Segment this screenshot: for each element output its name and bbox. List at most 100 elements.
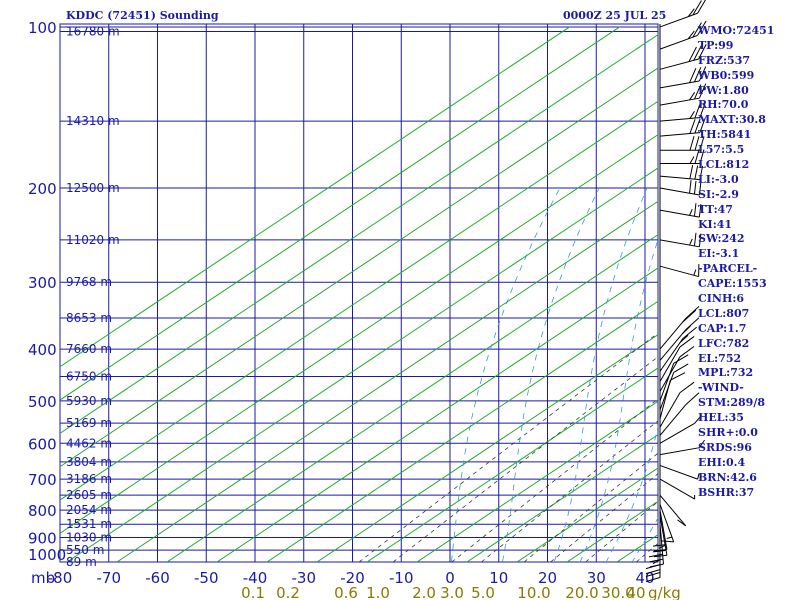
index-line: L57:5.5 <box>698 143 745 157</box>
mixing-ratio-label: 2.0 <box>412 584 436 600</box>
moist-adiabat <box>605 424 658 562</box>
index-line: RH:70.0 <box>698 98 749 112</box>
pressure-unit-label: mb <box>31 569 55 587</box>
wind-barb <box>659 264 700 278</box>
wind-barb <box>659 464 700 480</box>
isotherm <box>416 400 658 562</box>
temperature-tick-label: 40 <box>635 569 654 587</box>
isotherm <box>60 134 658 534</box>
isotherm <box>516 467 658 562</box>
wind-barb <box>659 392 700 436</box>
index-line: BSHR:37 <box>698 485 755 499</box>
mixing-ratio-label: 1.0 <box>366 584 390 600</box>
moist-adiabat <box>450 187 561 562</box>
index-line: EHI:0.4 <box>698 455 746 469</box>
wind-barb <box>659 103 706 122</box>
height-label: 3804 m <box>66 455 112 469</box>
grid-lines <box>59 23 659 563</box>
isotherm <box>66 167 658 562</box>
wind-barb <box>659 306 700 350</box>
pressure-tick-label: 700 <box>28 471 57 489</box>
wind-barb <box>659 66 707 89</box>
index-line: -WIND- <box>698 381 744 395</box>
height-label: 4462 m <box>66 436 112 450</box>
index-line: SHR+:0.0 <box>698 426 758 440</box>
wind-barb <box>659 83 707 106</box>
isotherm <box>60 100 658 501</box>
wind-barb <box>659 20 707 50</box>
height-label: 7660 m <box>66 342 112 356</box>
isotherm <box>266 300 658 562</box>
wind-barb <box>659 326 698 372</box>
temperature-tick-label: 0 <box>445 569 455 587</box>
index-line: HEL:35 <box>698 411 744 425</box>
index-line: SRDS:96 <box>698 440 752 454</box>
index-line: WB0:599 <box>698 68 755 82</box>
temperature-tick-label: 20 <box>538 569 557 587</box>
index-line: EI:-3.1 <box>698 247 740 261</box>
isotherm <box>366 367 658 562</box>
index-line: LCL:812 <box>698 158 750 172</box>
wind-barb <box>659 44 707 70</box>
wind-barb <box>660 149 705 165</box>
wind-barb <box>659 118 706 137</box>
height-label: 5169 m <box>66 416 112 430</box>
wind-barb <box>659 180 702 196</box>
moist-adiabat <box>501 187 600 562</box>
index-line: LI:-3.0 <box>698 172 739 186</box>
isotherm <box>166 234 658 562</box>
wind-barb <box>659 345 695 392</box>
height-label: 550 m <box>66 543 104 557</box>
index-line: LCL:807 <box>698 306 750 320</box>
index-line: TH:5841 <box>698 128 752 142</box>
pressure-tick-label: 200 <box>28 180 57 198</box>
pressure-tick-label: 500 <box>28 393 57 411</box>
index-line: -PARCEL- <box>698 262 758 276</box>
isotherm <box>60 26 570 368</box>
pressure-tick-label: 900 <box>28 530 57 548</box>
isotherm <box>116 200 658 562</box>
temperature-tick-label: -40 <box>243 569 268 587</box>
wind-barb <box>659 317 700 361</box>
mixing-ratio-line <box>585 501 658 562</box>
index-line: MPL:732 <box>698 366 754 380</box>
wind-barb <box>659 203 702 218</box>
wind-barb <box>659 439 705 456</box>
mixing-ratio-label: 30.0 <box>601 584 634 600</box>
index-line: LFC:782 <box>698 336 750 350</box>
valid-time: 0000Z 25 JUL 25 <box>563 9 667 22</box>
sounding-indices-panel: WMO:72451 TP:99 FRZ:537 WB0:599 PW:1.80 RH:70… <box>698 24 800 501</box>
mixing-ratio-line <box>550 473 658 562</box>
index-line: FRZ:537 <box>698 53 751 67</box>
wind-barb <box>659 381 695 428</box>
height-label: 16780 m <box>66 25 120 39</box>
mixing-ratio-label: 0.6 <box>334 584 358 600</box>
plot-area <box>60 26 658 562</box>
moist-adiabat <box>553 187 648 562</box>
index-line: PW:1.80 <box>698 83 749 97</box>
wind-barb <box>659 504 675 543</box>
height-label: 12500 m <box>66 181 120 195</box>
temperature-tick-label: 30 <box>587 569 606 587</box>
index-line: CINH:6 <box>698 292 745 306</box>
index-line: MAXT:30.8 <box>698 113 766 127</box>
height-label: 2054 m <box>66 503 112 517</box>
isotherm <box>60 34 658 434</box>
index-line: EL:752 <box>698 351 742 365</box>
temperature-tick-label: -10 <box>389 569 414 587</box>
plot-frame <box>59 23 659 563</box>
height-label: 8653 m <box>66 311 112 325</box>
wind-barb <box>660 136 705 151</box>
pressure-tick-label: 800 <box>28 502 57 520</box>
index-line: TP:99 <box>698 38 734 52</box>
temperature-tick-label: -20 <box>340 569 365 587</box>
height-label: 3186 m <box>66 472 112 486</box>
height-label: 6750 m <box>66 369 112 383</box>
index-line: CAP:1.7 <box>698 321 747 335</box>
mixing-ratio-label: 10.0 <box>517 584 550 600</box>
wind-barb <box>659 336 695 382</box>
height-label: 89 m <box>66 555 97 569</box>
temperature-tick-label: -80 <box>48 569 73 587</box>
wind-barb <box>659 363 689 411</box>
